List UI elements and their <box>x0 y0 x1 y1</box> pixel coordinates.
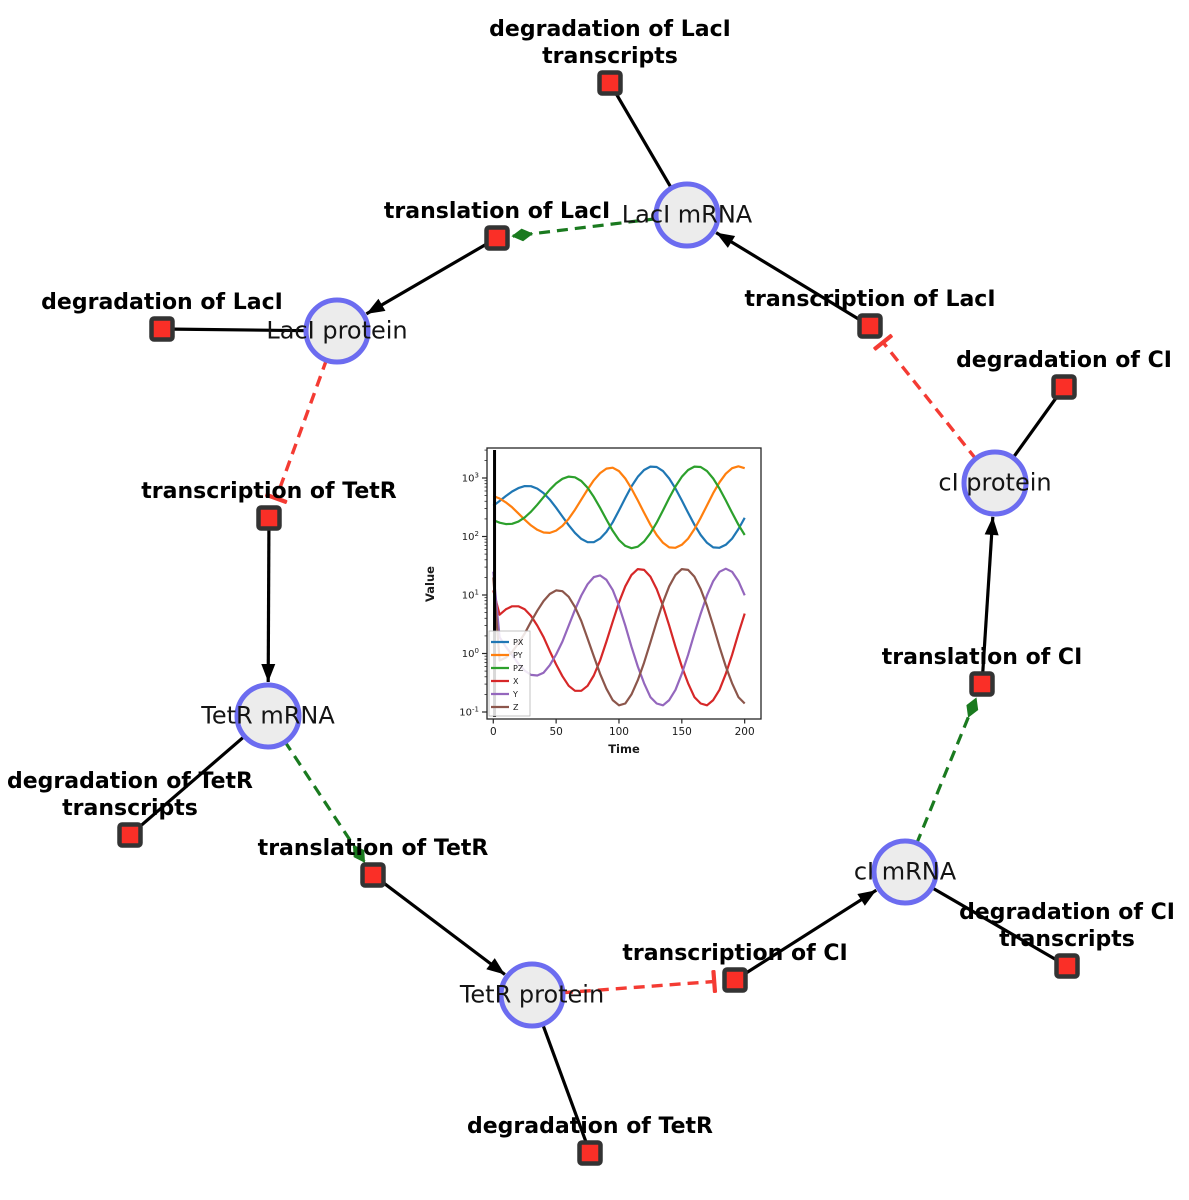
reaction-node-deg-cI-transcripts <box>1054 953 1080 979</box>
species-node-cI-mrna <box>871 838 939 906</box>
chart-series <box>492 465 746 707</box>
edge-production-translation-lacI-to-lacI-protein <box>365 242 488 316</box>
legend-label-PZ: PZ <box>513 664 524 673</box>
edge-consumption-lacI-mrna-to-deg-lacI-transcripts <box>614 92 674 190</box>
legend-box <box>488 630 531 717</box>
legend-label-PY: PY <box>513 651 523 660</box>
y-tick-label: 102 <box>462 530 479 543</box>
chart-plot-border <box>486 447 762 720</box>
chart-legend: PX PY PZ XYZ <box>488 630 531 717</box>
series-line-Z <box>492 568 746 707</box>
inset-timeseries-chart: 10-1 100 101 102 103 0 50 100 150 200 PX PY PZ XYZ <box>459 447 762 738</box>
reaction-node-transcription-tetR <box>256 505 282 531</box>
edge-production-transcription-tetR-to-tetR-mrna <box>261 529 276 683</box>
edge-inhibition-lacI-protein-to-transcription-tetR <box>264 358 329 504</box>
edge-inhibition-tetR-protein-to-transcription-cI <box>561 969 718 995</box>
edge-consumption-cI-mrna-to-deg-cI-transcripts <box>930 885 1058 962</box>
edge-production-translation-tetR-to-tetR-protein <box>381 880 506 976</box>
edge-catalysis-tetR-mrna-to-translation-tetR <box>283 740 366 863</box>
x-tick-label: 0 <box>490 726 497 738</box>
reaction-node-transcription-lacI <box>857 313 883 339</box>
edge-layer <box>138 92 1059 1143</box>
edge-consumption-lacI-protein-to-deg-lacI <box>173 327 308 333</box>
reaction-node-deg-lacI-transcripts <box>597 70 623 96</box>
reaction-node-translation-tetR <box>360 862 386 888</box>
x-tick-label: 150 <box>672 726 692 738</box>
edge-catalysis-lacI-mrna-to-translation-lacI <box>511 217 658 242</box>
edge-production-translation-cI-to-cI-protein <box>981 516 999 673</box>
reaction-node-deg-tetR <box>577 1140 603 1166</box>
series-line-PX <box>492 465 746 549</box>
edge-consumption-cI-protein-to-deg-cI <box>1011 395 1059 460</box>
reaction-node-translation-lacI <box>484 225 510 251</box>
y-tick-label: 101 <box>462 589 479 602</box>
series-line-Y <box>492 567 746 707</box>
x-tick-label: 200 <box>735 726 755 738</box>
species-node-lacI-mrna <box>653 181 721 249</box>
y-tick-label: 100 <box>462 647 479 660</box>
edge-inhibition-cI-protein-to-transcription-lacI <box>873 334 978 461</box>
reaction-node-deg-cI <box>1051 374 1077 400</box>
species-node-tetR-mrna <box>234 682 302 750</box>
legend-label-Y: Y <box>512 690 518 699</box>
legend-label-X: X <box>513 677 519 686</box>
legend-label-Z: Z <box>513 703 519 712</box>
species-node-lacI-protein <box>303 297 371 365</box>
node-layer <box>117 70 1080 1166</box>
x-tick-label: 50 <box>549 726 562 738</box>
edge-production-transcription-cI-to-cI-mrna <box>744 888 878 975</box>
species-node-cI-protein <box>961 449 1029 517</box>
series-line-PY <box>492 465 746 549</box>
reaction-node-deg-lacI <box>149 316 175 342</box>
edge-catalysis-cI-mrna-to-translation-cI <box>914 697 979 845</box>
series-line-PZ <box>492 465 746 550</box>
x-tick-label: 100 <box>609 726 629 738</box>
legend-label-PX: PX <box>513 638 524 647</box>
reaction-node-transcription-cI <box>722 967 748 993</box>
y-tick-label: 103 <box>462 472 479 485</box>
edge-consumption-tetR-mrna-to-deg-tetR-transcripts <box>138 734 247 829</box>
edge-production-transcription-lacI-to-lacI-mrna <box>715 231 861 322</box>
reaction-node-translation-cI <box>969 671 995 697</box>
series-line-X <box>492 568 746 707</box>
reaction-node-deg-tetR-transcripts <box>117 822 143 848</box>
species-node-tetR-protein <box>498 961 566 1029</box>
edge-consumption-tetR-protein-to-deg-tetR <box>540 1022 588 1143</box>
y-tick-label: 10-1 <box>459 706 479 719</box>
